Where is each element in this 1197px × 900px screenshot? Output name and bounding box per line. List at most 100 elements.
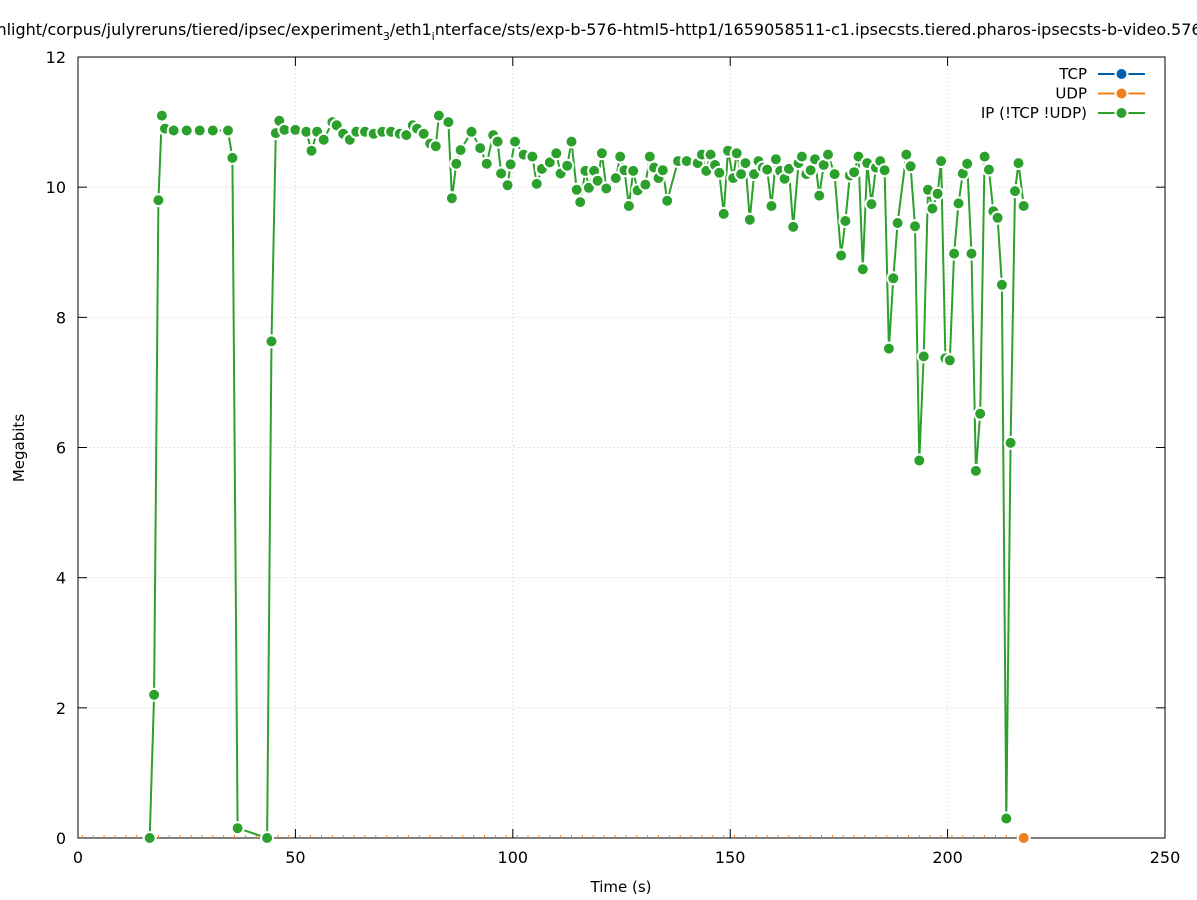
- data-point: [431, 108, 446, 123]
- title-main: lnlight/corpus/julyreruns/tiered/ipsec/e…: [0, 20, 383, 39]
- data-point: [441, 115, 456, 130]
- data-point: [877, 163, 892, 178]
- data-point: [151, 193, 166, 208]
- data-point: [444, 191, 459, 206]
- data-point: [881, 341, 896, 356]
- data-point: [1003, 435, 1018, 450]
- data-point: [449, 156, 464, 171]
- data-point: [908, 219, 922, 234]
- data-point: [794, 149, 809, 164]
- data-point: [864, 197, 879, 212]
- title-subscript-2: i: [432, 30, 435, 43]
- data-point: [834, 248, 849, 263]
- axes: 0 50 100 150 200 250 0 2 4 6 8 10 12: [46, 48, 1181, 867]
- data-point: [428, 139, 443, 154]
- title-tail: nterface/sts/exp-b-576-html5-http1/16590…: [435, 20, 1197, 39]
- y-tick-label: 10: [46, 178, 66, 197]
- data-point: [838, 214, 853, 228]
- data-point: [916, 349, 931, 364]
- data-point: [925, 201, 940, 216]
- data-point: [764, 199, 779, 213]
- x-tick-label: 200: [932, 848, 963, 867]
- series-1: [1016, 831, 1031, 845]
- legend-marker: [1114, 86, 1129, 101]
- baseline-sample-marks: [81, 835, 1018, 838]
- legend-label: TCP: [1058, 65, 1087, 83]
- data-point: [812, 188, 827, 203]
- legend-label: IP (!TCP !UDP): [981, 104, 1087, 122]
- data-point: [529, 176, 544, 191]
- data-point: [479, 156, 494, 171]
- data-point: [951, 196, 966, 211]
- data-point: [930, 186, 945, 201]
- data-point: [655, 163, 670, 178]
- y-tick-label: 8: [56, 308, 66, 327]
- data-point: [147, 687, 162, 702]
- data-point: [179, 123, 194, 138]
- data-point: [729, 146, 744, 161]
- y-tick-label: 0: [56, 829, 66, 848]
- data-point: [569, 182, 584, 197]
- data-point: [549, 146, 564, 161]
- data-point: [192, 123, 207, 138]
- data-point: [973, 406, 988, 421]
- data-point: [947, 246, 962, 261]
- data-point: [621, 199, 636, 213]
- data-point: [990, 210, 1005, 225]
- data-point: [494, 166, 509, 181]
- title-middle: /eth1: [390, 20, 432, 39]
- series-layer: [81, 108, 1031, 845]
- data-point: [599, 181, 614, 196]
- x-tick-label: 250: [1150, 848, 1181, 867]
- data-point: [260, 831, 275, 845]
- legend-item: UDP: [1055, 85, 1145, 103]
- data-point: [560, 158, 575, 173]
- series-2: [142, 108, 1031, 845]
- data-point: [960, 156, 975, 171]
- data-point: [821, 147, 835, 162]
- data-point: [594, 146, 609, 161]
- data-point: [855, 262, 870, 277]
- data-point: [738, 156, 753, 171]
- data-point: [1008, 184, 1022, 199]
- data-point: [1016, 831, 1031, 845]
- y-tick-label: 2: [56, 699, 66, 718]
- data-point: [264, 334, 279, 349]
- data-point: [503, 157, 518, 172]
- data-point: [166, 123, 181, 138]
- data-point: [660, 193, 675, 208]
- data-point: [316, 132, 331, 147]
- data-point: [1011, 156, 1026, 171]
- data-point: [154, 108, 169, 123]
- data-point: [981, 162, 996, 177]
- data-point: [903, 159, 918, 174]
- legend-item: IP (!TCP !UDP): [981, 104, 1145, 122]
- data-point: [508, 134, 522, 149]
- data-point: [994, 277, 1009, 292]
- data-point: [142, 831, 157, 845]
- data-point: [626, 163, 641, 178]
- data-point: [464, 124, 479, 139]
- title-subscript-1: 3: [383, 30, 390, 43]
- data-point: [304, 143, 319, 158]
- data-point: [225, 150, 240, 165]
- data-point: [890, 216, 905, 230]
- data-point: [490, 134, 505, 149]
- data-point: [590, 173, 605, 188]
- data-point: [473, 141, 488, 156]
- legend-marker: [1114, 106, 1129, 120]
- data-point: [760, 162, 775, 177]
- x-axis-title: Time (s): [590, 878, 652, 896]
- data-point: [886, 271, 901, 286]
- x-tick-label: 0: [73, 848, 83, 867]
- x-tick-label: 100: [498, 848, 529, 867]
- x-tick-label: 50: [285, 848, 305, 867]
- data-point: [638, 177, 653, 192]
- data-point: [934, 154, 949, 169]
- y-axis-title: Megabits: [10, 414, 28, 482]
- data-point: [573, 195, 588, 210]
- data-point: [1016, 199, 1031, 213]
- data-point: [964, 246, 979, 261]
